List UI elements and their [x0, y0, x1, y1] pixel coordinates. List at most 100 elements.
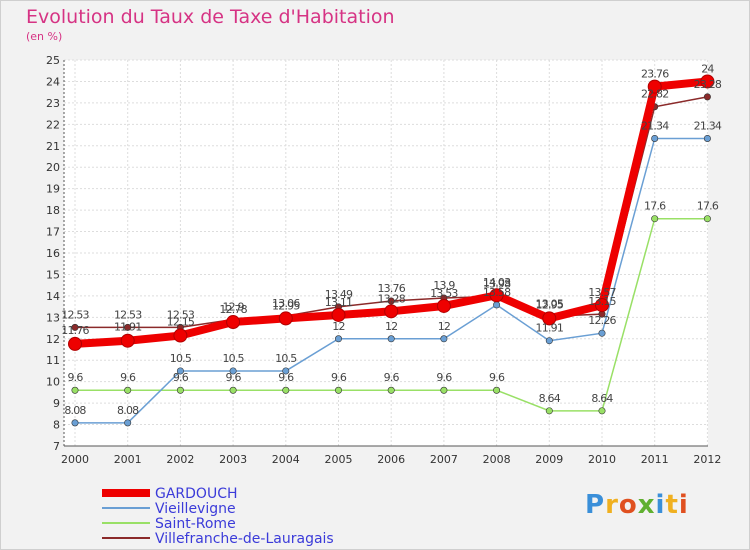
data-point — [229, 386, 237, 394]
data-point — [545, 337, 553, 345]
data-label: 9.6 — [489, 371, 505, 384]
x-tick-label: 2009 — [535, 453, 563, 466]
data-point — [703, 93, 711, 101]
data-point — [703, 134, 711, 142]
data-point — [176, 386, 184, 394]
data-label: 11.91 — [114, 321, 142, 334]
y-tick-label: 14 — [46, 290, 60, 303]
y-tick-label: 10 — [46, 376, 60, 389]
data-label: 23.76 — [641, 68, 669, 81]
y-tick-label: 12 — [46, 333, 60, 346]
y-tick-label: 25 — [46, 54, 60, 67]
data-label: 13.58 — [483, 286, 511, 299]
data-label: 12.95 — [536, 298, 564, 311]
data-point-gardouch — [595, 298, 609, 313]
data-label: 13.76 — [377, 282, 405, 295]
data-point-gardouch — [173, 328, 188, 343]
data-label: 13.57 — [588, 286, 616, 299]
data-point-gardouch — [278, 311, 293, 326]
legend-label: Villefranche-de-Lauragais — [155, 531, 334, 547]
data-label: 9.6 — [278, 371, 294, 384]
y-tick-label: 19 — [46, 183, 60, 196]
y-tick-label: 21 — [46, 140, 60, 153]
data-point — [124, 323, 132, 331]
x-tick-label: 2008 — [483, 453, 511, 466]
data-point — [124, 386, 132, 394]
data-point — [282, 367, 290, 375]
x-tick-label: 2007 — [430, 453, 458, 466]
data-point — [545, 407, 553, 415]
x-tick-label: 2006 — [377, 453, 405, 466]
data-point-gardouch — [542, 311, 557, 326]
data-label: 11.76 — [61, 324, 89, 337]
data-label: 12 — [332, 320, 344, 333]
data-label: 10.5 — [222, 352, 244, 365]
x-tick-label: 2011 — [641, 453, 669, 466]
data-label: 10.5 — [170, 352, 192, 365]
data-label: 17.6 — [644, 200, 666, 213]
data-point — [440, 386, 448, 394]
data-point — [493, 386, 501, 394]
data-label: 13.11 — [325, 296, 353, 309]
data-point — [176, 367, 184, 375]
y-tick-label: 9 — [53, 397, 60, 410]
data-point — [387, 335, 395, 343]
proxiti-logo: Proxiti — [585, 490, 689, 520]
legend-label: GARDOUCH — [155, 486, 238, 502]
data-point — [651, 215, 659, 223]
data-label: 13.06 — [272, 297, 300, 310]
data-point-gardouch — [700, 74, 715, 89]
data-point — [703, 215, 711, 223]
data-label: 8.08 — [117, 404, 139, 417]
y-tick-label: 24 — [46, 75, 60, 88]
data-label: 12.78 — [219, 303, 247, 316]
data-label: 9.6 — [120, 371, 136, 384]
data-point-gardouch — [331, 307, 346, 322]
data-point — [387, 386, 395, 394]
data-point-gardouch — [384, 304, 399, 319]
page-title: Evolution du Taux de Taxe d'Habitation — [26, 6, 395, 28]
data-point — [282, 386, 290, 394]
data-label: 8.08 — [64, 404, 86, 417]
x-tick-label: 2003 — [219, 453, 247, 466]
data-point — [71, 419, 79, 427]
y-tick-label: 13 — [46, 311, 60, 324]
y-tick-label: 15 — [46, 268, 60, 281]
legend-label: Saint-Rome — [155, 516, 236, 532]
x-tick-label: 2012 — [693, 453, 721, 466]
data-label: 12.95 — [272, 299, 300, 312]
data-point — [598, 329, 606, 337]
data-point-gardouch — [647, 79, 662, 94]
data-label: 9.6 — [226, 371, 242, 384]
data-label: 13.98 — [483, 277, 511, 290]
data-point — [334, 335, 342, 343]
data-point-gardouch — [68, 336, 82, 351]
data-label: 17.6 — [697, 200, 719, 213]
data-point — [387, 297, 395, 305]
data-label: 8.64 — [591, 392, 613, 405]
data-point — [71, 323, 79, 331]
y-tick-label: 16 — [46, 247, 60, 260]
data-label: 12 — [438, 320, 450, 333]
x-tick-label: 2000 — [61, 453, 89, 466]
chart-subtitle: (en %) — [26, 30, 63, 43]
y-tick-label: 20 — [46, 161, 60, 174]
data-point-gardouch — [436, 298, 451, 313]
data-label: 11.91 — [536, 322, 564, 335]
x-tick-label: 2005 — [325, 453, 353, 466]
data-label: 9.6 — [331, 371, 347, 384]
data-point — [124, 419, 132, 427]
data-point — [651, 134, 659, 142]
y-tick-label: 23 — [46, 97, 60, 110]
data-point-gardouch — [226, 315, 241, 330]
y-tick-label: 22 — [46, 118, 60, 131]
data-label: 12.15 — [167, 316, 195, 329]
data-label: 13.15 — [588, 295, 616, 308]
data-label: 9.6 — [436, 371, 452, 384]
y-tick-label: 7 — [53, 440, 60, 453]
data-label: 13.28 — [377, 292, 405, 305]
data-label: 24 — [701, 62, 714, 75]
data-point-gardouch — [120, 333, 135, 348]
x-tick-label: 2001 — [114, 453, 142, 466]
